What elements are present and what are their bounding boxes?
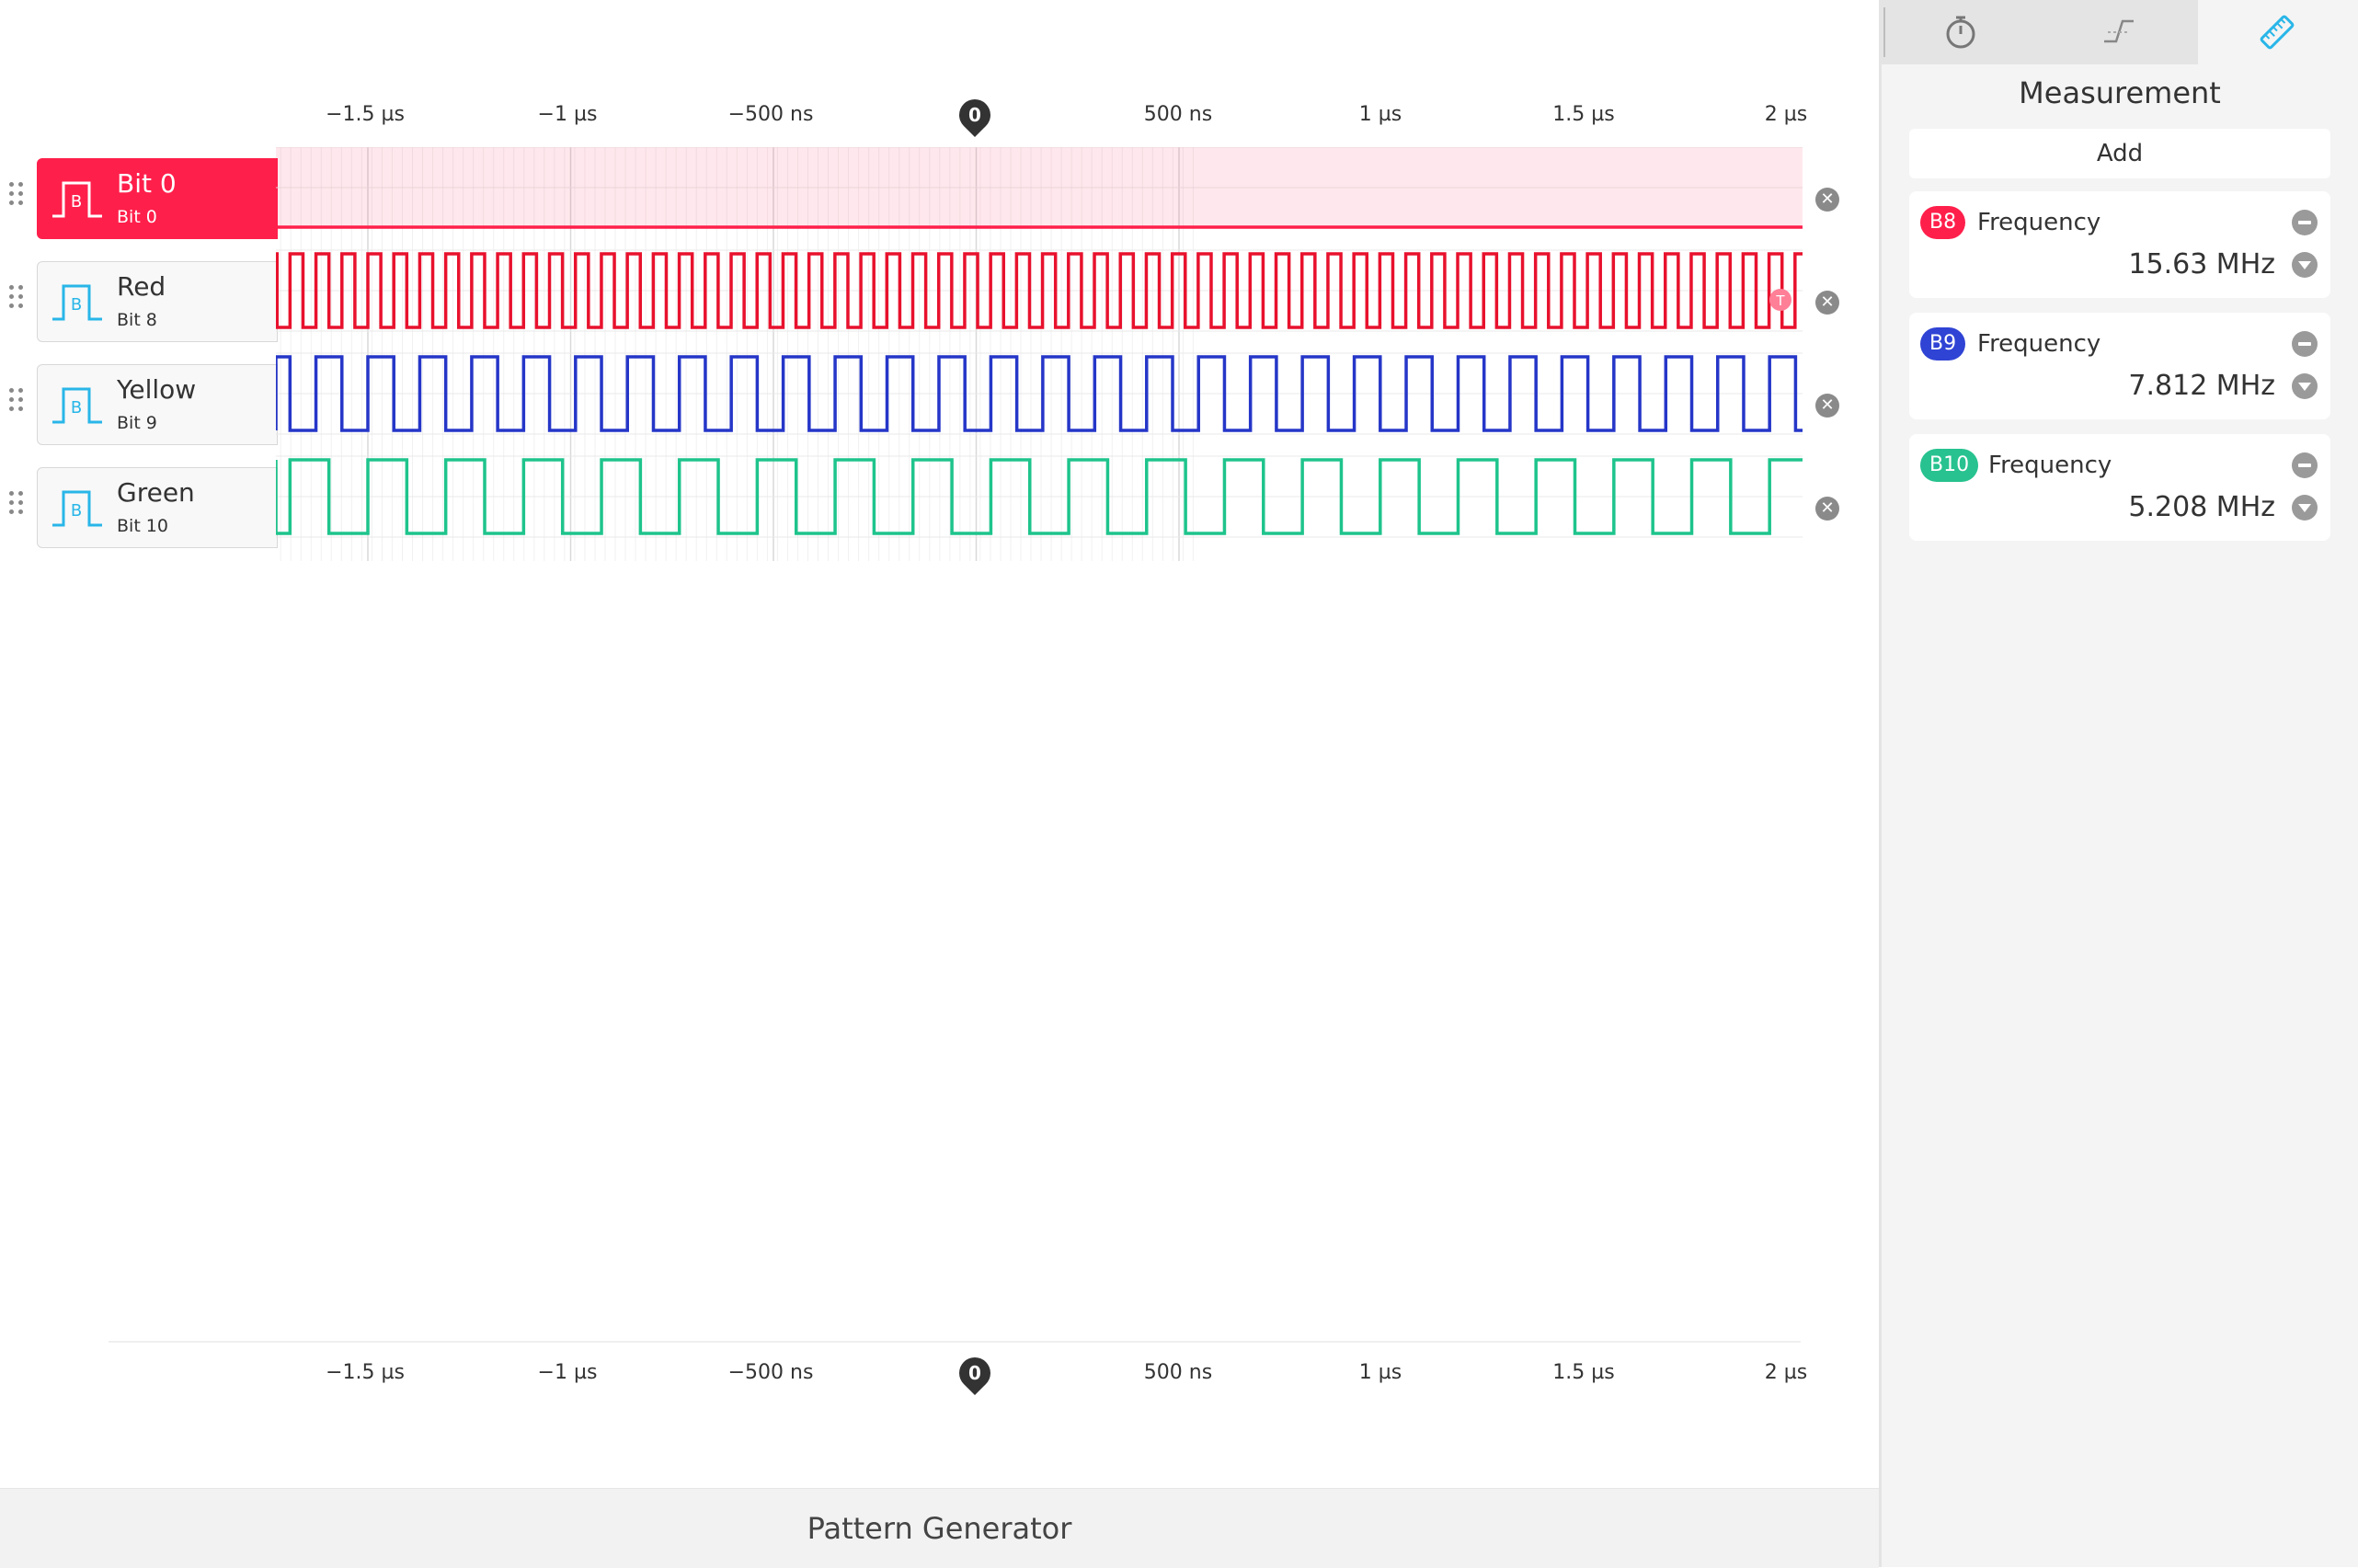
footer-title: Pattern Generator xyxy=(807,1511,1072,1546)
channel-name: Green xyxy=(117,477,195,508)
channel-label-bit0[interactable]: B Bit 0 Bit 0 xyxy=(37,158,278,239)
tick-label: −1.5 µs xyxy=(326,1361,405,1384)
channel-bit: Bit 0 xyxy=(117,207,157,227)
bottom-axis-line xyxy=(109,1341,1801,1343)
svg-text:T: T xyxy=(1775,292,1785,309)
tick-label: 1.5 µs xyxy=(1552,1361,1615,1384)
zero-time-marker[interactable]: 0 xyxy=(952,92,998,138)
svg-text:B: B xyxy=(71,501,82,521)
ruler-icon xyxy=(2260,15,2295,50)
svg-text:B: B xyxy=(71,295,82,315)
sidebar-title: Measurement xyxy=(2019,75,2221,110)
time-axis-bottom: −1.5 µs −1 µs −500 ns 0 500 ns 1 µs 1.5 … xyxy=(0,1350,1879,1413)
channel-row-yellow: B Yellow Bit 9 ✕ xyxy=(0,364,1879,445)
measurement-dropdown-button[interactable] xyxy=(2292,252,2318,278)
stopwatch-icon xyxy=(1946,16,1975,49)
channel-label-green[interactable]: B Green Bit 10 xyxy=(37,467,278,548)
drag-handle-icon[interactable] xyxy=(9,285,28,318)
measurement-type: Frequency xyxy=(1977,330,2101,358)
remove-measurement-button[interactable] xyxy=(2292,210,2318,235)
waveform-plot[interactable]: T xyxy=(276,147,1803,561)
svg-text:B: B xyxy=(71,192,82,212)
tick-label: 500 ns xyxy=(1143,1361,1213,1384)
measurement-value: 5.208 MHz xyxy=(2128,491,2275,523)
tab-divider xyxy=(1883,7,1885,57)
tick-label: 2 µs xyxy=(1764,103,1808,126)
tick-label: −1 µs xyxy=(537,103,598,126)
remove-channel-button[interactable]: ✕ xyxy=(1815,188,1839,212)
channel-badge: B9 xyxy=(1920,327,1966,361)
remove-channel-button[interactable]: ✕ xyxy=(1815,291,1839,315)
measurement-dropdown-button[interactable] xyxy=(2292,495,2318,521)
measurement-dropdown-button[interactable] xyxy=(2292,373,2318,399)
measurement-value: 7.812 MHz xyxy=(2128,370,2275,402)
digital-wave-icon: B xyxy=(52,181,102,218)
remove-measurement-button[interactable] xyxy=(2292,331,2318,357)
measurement-type: Frequency xyxy=(1988,452,2112,479)
main-area: −1.5 µs −1 µs −500 ns 0 500 ns 1 µs 1.5 … xyxy=(0,92,1879,1568)
channel-name: Red xyxy=(117,271,166,302)
waveform-green xyxy=(276,458,1803,535)
measurement-card: B10 Frequency 5.208 MHz xyxy=(1909,434,2330,541)
tick-label: −1.5 µs xyxy=(326,103,405,126)
drag-handle-icon[interactable] xyxy=(9,182,28,215)
trigger-edge-icon xyxy=(2104,19,2134,43)
remove-measurement-button[interactable] xyxy=(2292,452,2318,478)
tab-measurement[interactable] xyxy=(2198,0,2356,64)
channel-name: Yellow xyxy=(117,374,197,405)
digital-wave-icon: B xyxy=(52,387,102,424)
selected-channel-band xyxy=(276,147,1803,228)
time-axis-top: −1.5 µs −1 µs −500 ns 0 500 ns 1 µs 1.5 … xyxy=(0,92,1879,155)
channel-name: Bit 0 xyxy=(117,168,177,199)
measurement-card: B9 Frequency 7.812 MHz xyxy=(1909,313,2330,419)
zero-time-marker[interactable]: 0 xyxy=(952,1350,998,1396)
zero-label: 0 xyxy=(968,104,981,127)
sidebar: Measurement Add B8 Frequency 15.63 MHz B… xyxy=(1879,0,2358,1567)
waveform-yellow xyxy=(276,355,1803,432)
footer-title-bar: Pattern Generator xyxy=(0,1488,1879,1568)
measurement-card: B8 Frequency 15.63 MHz xyxy=(1909,191,2330,298)
channel-bit: Bit 9 xyxy=(117,413,157,433)
waveform-red xyxy=(276,252,1803,329)
channel-row-green: B Green Bit 10 ✕ xyxy=(0,467,1879,548)
tick-label: 500 ns xyxy=(1143,103,1213,126)
measurement-value: 15.63 MHz xyxy=(2128,248,2275,280)
tick-label: 2 µs xyxy=(1764,1361,1808,1384)
channel-label-yellow[interactable]: B Yellow Bit 9 xyxy=(37,364,278,445)
channel-bit: Bit 8 xyxy=(117,310,157,330)
tick-label: 1.5 µs xyxy=(1552,103,1615,126)
channel-badge: B8 xyxy=(1920,206,1966,239)
measurement-type: Frequency xyxy=(1977,209,2101,236)
tick-label: −1 µs xyxy=(537,1361,598,1384)
digital-wave-icon: B xyxy=(52,284,102,321)
zero-label: 0 xyxy=(968,1362,981,1385)
channel-row-red: B Red Bit 8 ✕ xyxy=(0,261,1879,342)
remove-channel-button[interactable]: ✕ xyxy=(1815,497,1839,521)
sidebar-tabs xyxy=(1882,0,2358,64)
digital-wave-icon: B xyxy=(52,490,102,527)
tab-timer[interactable] xyxy=(1882,0,2040,64)
channel-row-bit0: B Bit 0 Bit 0 ✕ xyxy=(0,158,1879,239)
drag-handle-icon[interactable] xyxy=(9,388,28,421)
tick-label: −500 ns xyxy=(727,1361,814,1384)
remove-channel-button[interactable]: ✕ xyxy=(1815,394,1839,418)
drag-handle-icon[interactable] xyxy=(9,491,28,524)
tick-label: −500 ns xyxy=(727,103,814,126)
trigger-marker-icon[interactable]: T xyxy=(1769,289,1791,311)
tick-label: 1 µs xyxy=(1358,1361,1402,1384)
tick-label: 1 µs xyxy=(1358,103,1402,126)
channel-badge: B10 xyxy=(1920,449,1979,482)
svg-text:B: B xyxy=(71,398,82,418)
channel-bit: Bit 10 xyxy=(117,516,168,536)
tab-trigger[interactable] xyxy=(2040,0,2198,64)
channel-label-red[interactable]: B Red Bit 8 xyxy=(37,261,278,342)
add-measurement-button[interactable]: Add xyxy=(1909,129,2330,178)
